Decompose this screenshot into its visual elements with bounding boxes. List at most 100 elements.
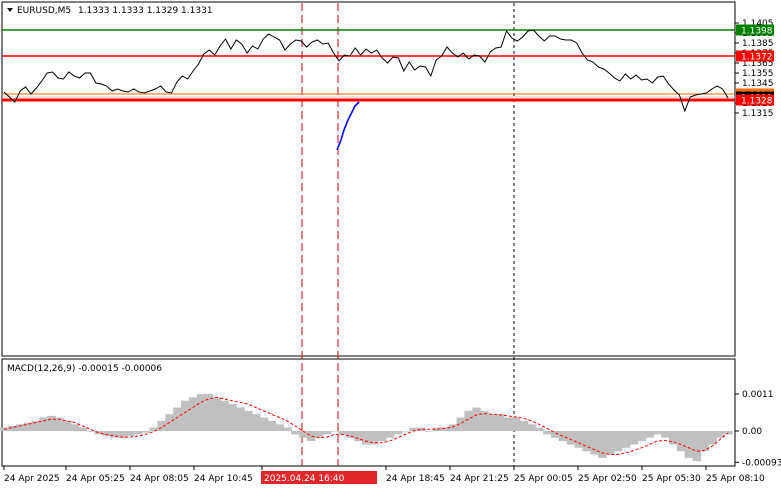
macd-histogram-bar	[401, 431, 410, 432]
time-tick-label: 24 Apr 18:45	[386, 474, 445, 484]
macd-histogram-bar	[283, 427, 292, 431]
macd-histogram-bar	[488, 414, 497, 431]
time-tick-label: 25 Apr 00:05	[514, 474, 573, 484]
macd-histogram-bar	[574, 431, 583, 448]
level-price-tag-label: 1.1398	[741, 27, 773, 37]
macd-histogram-bar	[550, 431, 560, 438]
macd-panel-frame	[1, 358, 736, 467]
macd-histogram-bar	[338, 431, 347, 435]
macd-histogram-bar	[55, 417, 64, 431]
macd-histogram-bar	[204, 394, 214, 431]
time-tick-label: 24 Apr 05:25	[66, 474, 125, 484]
macd-histogram-bar	[417, 427, 426, 431]
level-price-tag-label: 1.1328	[741, 97, 773, 107]
ohlc-values: 1.1333 1.1333 1.1329 1.1331	[78, 6, 213, 16]
macd-histogram-bar	[377, 431, 387, 442]
macd-axis: 0.0011 0.00 -0.00093	[735, 390, 781, 468]
macd-signal-line	[3, 396, 729, 455]
price-line	[3, 29, 729, 113]
macd-histogram-bar	[102, 431, 111, 436]
macd-histogram-bar	[362, 431, 371, 445]
macd-histogram-bar	[212, 397, 221, 431]
macd-histogram-bar	[15, 424, 25, 431]
macd-histogram-bar	[236, 407, 245, 431]
price-tick-label: 1.1405	[742, 19, 774, 29]
macd-histogram-bar	[613, 431, 623, 452]
macd-histogram-bar	[724, 431, 733, 435]
price-tick-label: 1.1345	[742, 79, 774, 89]
time-tick-label: 24 Apr 21:25	[450, 474, 509, 484]
macd-histogram-bar	[228, 404, 237, 431]
macd-histogram-bar	[480, 410, 489, 431]
macd-histogram-bar	[196, 394, 206, 431]
macd-histogram-bar	[220, 400, 229, 431]
macd-histogram-bar	[456, 417, 465, 431]
macd-histogram-bar	[393, 431, 402, 435]
macd-histogram-bar	[307, 431, 316, 442]
macd-histogram-bar	[385, 431, 395, 438]
macd-histogram-bar	[684, 431, 694, 458]
macd-histogram-bar	[700, 431, 709, 452]
macd-histogram-bar	[369, 431, 379, 445]
price-levels	[2, 29, 735, 102]
macd-histogram-bar	[645, 431, 654, 438]
time-crosshair-label: 2025.04.24 16:40	[264, 474, 345, 484]
macd-histogram-bar	[173, 407, 182, 431]
macd-tick-label: -0.00093	[742, 458, 781, 468]
macd-histogram-bar	[63, 420, 72, 431]
macd-histogram-bar	[676, 431, 686, 452]
macd-histogram-bar	[39, 417, 48, 431]
macd-histogram-bar	[637, 431, 646, 442]
macd-histogram-bar	[291, 431, 300, 435]
symbol-header[interactable]: EURUSD,M5 1.1333 1.1333 1.1329 1.1331	[7, 6, 213, 16]
macd-histogram-bar	[661, 431, 670, 438]
macd-histogram-bar	[7, 426, 17, 431]
macd-histogram-bar	[346, 431, 355, 438]
time-tick-label: 25 Apr 05:30	[642, 474, 701, 484]
macd-histogram-bar	[23, 422, 33, 431]
macd-histogram-bar	[495, 414, 505, 431]
macd-histogram-bar	[606, 431, 615, 455]
price-axis: 1.14051.13951.13851.13751.13651.13551.13…	[735, 19, 774, 119]
macd-histogram-bar	[244, 410, 253, 431]
macd-histogram-bar	[598, 431, 607, 458]
macd-histogram-bar	[110, 431, 119, 438]
macd-histogram-bar	[354, 431, 363, 442]
macd-histogram-bar	[141, 431, 151, 433]
macd-histogram-bar	[511, 417, 521, 431]
time-separators	[301, 3, 515, 466]
price-series	[3, 29, 729, 113]
macd-histogram-bar	[259, 417, 269, 431]
macd-histogram-bar	[527, 424, 536, 431]
macd-histogram-bar	[149, 427, 159, 431]
macd-histogram-bar	[181, 400, 190, 431]
trend-segment[interactable]	[336, 101, 360, 151]
level-price-tag	[736, 50, 774, 62]
macd-histogram-bar	[322, 431, 332, 435]
macd-histogram-bar	[590, 431, 599, 455]
macd-histogram-bar	[188, 397, 198, 431]
collapse-triangle-icon[interactable]	[7, 8, 13, 12]
macd-histogram-bar	[519, 420, 528, 431]
macd-histogram-bar	[70, 424, 80, 431]
macd-histogram-bar	[669, 431, 678, 445]
macd-histogram-bar	[126, 431, 135, 436]
macd-histogram-bar	[472, 407, 481, 431]
time-tick-label: 24 Apr 10:45	[194, 474, 253, 484]
macd-histogram-bar	[409, 427, 418, 431]
macd-histogram-bar	[330, 431, 340, 432]
macd-histogram-bar	[118, 431, 127, 438]
symbol-label: EURUSD,M5	[17, 6, 71, 16]
macd-histogram-bar	[94, 431, 103, 435]
macd-histogram-bar	[621, 431, 631, 448]
time-tick-label: 25 Apr 08:10	[706, 474, 765, 484]
time-tick-label: 24 Apr 08:05	[130, 474, 189, 484]
macd-histogram-bar	[448, 424, 458, 431]
time-tick-label: 24 Apr 2025	[4, 474, 60, 484]
time-tick-label: 25 Apr 02:50	[578, 474, 637, 484]
macd-histogram-bar	[31, 420, 40, 431]
price-tick-label: 1.1365	[742, 59, 774, 69]
price-tick-label: 1.1385	[742, 39, 774, 49]
macd-histogram-bar	[503, 417, 513, 431]
